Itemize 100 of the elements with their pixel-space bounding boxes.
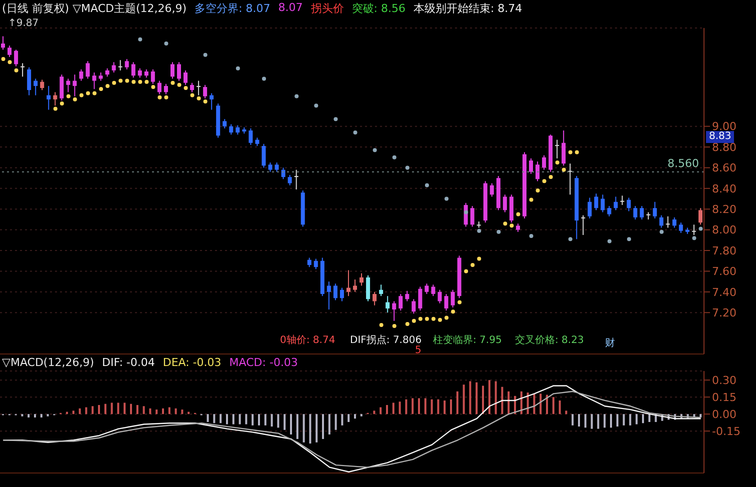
bar bbox=[418, 398, 420, 414]
point bbox=[405, 322, 410, 326]
candlestick bbox=[40, 79, 44, 91]
chart-title: (日线 前复权) ▽MACD主题(12,26,9) bbox=[2, 1, 187, 16]
candlestick bbox=[372, 291, 377, 306]
bar bbox=[168, 407, 170, 414]
point bbox=[164, 42, 168, 46]
point bbox=[164, 95, 168, 100]
bar bbox=[341, 414, 344, 426]
bar bbox=[590, 414, 593, 429]
bar bbox=[206, 414, 209, 422]
bar bbox=[72, 410, 74, 414]
text: DIF: -0.04 bbox=[102, 356, 155, 369]
candlestick bbox=[672, 216, 676, 228]
point bbox=[132, 80, 136, 84]
point bbox=[314, 104, 318, 108]
candlestick bbox=[542, 154, 546, 170]
bar bbox=[110, 402, 113, 414]
bar bbox=[622, 414, 625, 426]
bar bbox=[238, 414, 241, 424]
point bbox=[470, 262, 475, 267]
point bbox=[477, 228, 482, 233]
candlestick bbox=[326, 281, 331, 310]
candlestick bbox=[353, 278, 357, 292]
text: 拐头价 bbox=[310, 1, 344, 16]
candlestick bbox=[620, 195, 624, 206]
y-tick-label: 7.20 bbox=[712, 306, 736, 320]
bar bbox=[444, 400, 446, 414]
bar bbox=[181, 410, 184, 414]
point bbox=[66, 94, 70, 98]
candlestick bbox=[450, 289, 455, 308]
bar bbox=[405, 399, 408, 414]
point bbox=[144, 80, 149, 84]
bar bbox=[508, 391, 510, 414]
candlestick bbox=[424, 283, 429, 294]
candlestick bbox=[8, 45, 12, 58]
point bbox=[424, 316, 429, 321]
candlestick bbox=[236, 124, 240, 136]
bar bbox=[136, 405, 138, 414]
point bbox=[568, 237, 572, 242]
point bbox=[372, 148, 377, 152]
point bbox=[574, 150, 579, 154]
point bbox=[190, 93, 194, 98]
bar bbox=[584, 414, 586, 428]
point bbox=[79, 93, 84, 98]
candlestick bbox=[470, 206, 474, 228]
bar bbox=[226, 414, 228, 424]
bar bbox=[610, 414, 612, 428]
candlestick bbox=[138, 68, 142, 78]
point bbox=[660, 230, 664, 234]
bar bbox=[98, 405, 100, 414]
candlestick bbox=[392, 300, 396, 322]
bar bbox=[373, 410, 376, 414]
y-tick-label: 8.00 bbox=[712, 224, 736, 237]
candlestick bbox=[509, 194, 514, 224]
candlestick bbox=[652, 201, 657, 219]
point bbox=[438, 318, 442, 322]
y-tick-label: 0.00 bbox=[712, 408, 736, 421]
annotation: ↑9.87 bbox=[8, 18, 39, 30]
bar bbox=[220, 414, 222, 424]
bar bbox=[412, 398, 414, 414]
bar bbox=[104, 404, 106, 414]
bar bbox=[546, 394, 548, 414]
text: 突破: 8.56 bbox=[352, 1, 406, 16]
candlestick bbox=[1, 36, 5, 50]
point bbox=[203, 52, 208, 57]
point bbox=[464, 269, 468, 274]
bar bbox=[156, 410, 158, 414]
point bbox=[444, 316, 449, 320]
candlestick bbox=[66, 78, 70, 93]
point bbox=[294, 94, 299, 98]
point bbox=[529, 234, 534, 238]
point bbox=[392, 155, 396, 160]
candlestick bbox=[340, 287, 344, 302]
text: 8.83 bbox=[706, 131, 734, 143]
point bbox=[536, 188, 540, 192]
bar bbox=[28, 414, 30, 418]
annotation: DIF拐点: 7.806 bbox=[350, 335, 422, 346]
bar bbox=[597, 414, 600, 429]
y-tick-label: 8.80 bbox=[712, 140, 736, 154]
candlestick bbox=[274, 162, 279, 172]
bar bbox=[437, 399, 440, 414]
candlestick bbox=[177, 62, 181, 82]
candlestick bbox=[640, 206, 644, 220]
bar bbox=[558, 400, 561, 414]
candlestick bbox=[294, 169, 298, 190]
bar bbox=[117, 402, 120, 414]
point bbox=[184, 86, 188, 90]
point bbox=[125, 78, 130, 83]
candlestick bbox=[594, 193, 598, 211]
candlestick bbox=[124, 58, 129, 70]
candlestick bbox=[196, 80, 201, 96]
annotation: 财 bbox=[605, 338, 615, 350]
annotation: 柱变临界: 7.95 bbox=[433, 335, 502, 347]
candlestick bbox=[14, 49, 18, 67]
point bbox=[562, 168, 566, 172]
point bbox=[86, 91, 90, 96]
y-tick-label: 8.40 bbox=[712, 182, 736, 196]
candlestick bbox=[366, 274, 370, 302]
y-tick-label: 7.80 bbox=[712, 244, 736, 258]
